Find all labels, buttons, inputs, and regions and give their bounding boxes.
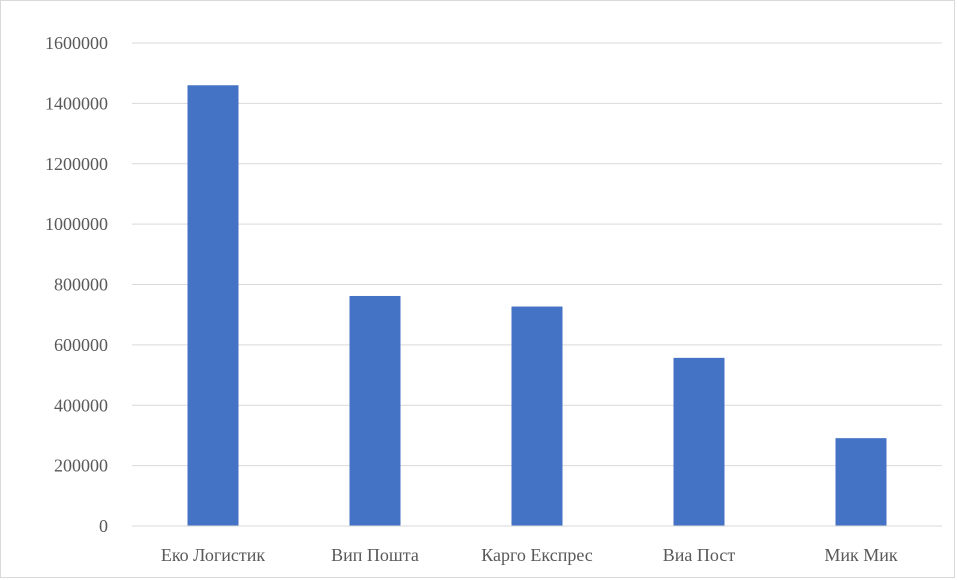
x-category-label: Виа Пост [663, 545, 736, 565]
x-category-label: Карго Експрес [481, 545, 593, 565]
y-tick-label: 400000 [54, 395, 108, 415]
y-tick-label: 1000000 [45, 214, 108, 234]
bars [187, 85, 887, 526]
y-tick-label: 800000 [54, 275, 108, 295]
x-category-label: Еко Логистик [161, 545, 266, 565]
x-category-label: Вип Пошта [331, 545, 419, 565]
bar [511, 306, 563, 526]
x-axis-category-labels: Еко Логистик Вип Пошта Карго Експрес Виа По… [161, 545, 898, 565]
bar [673, 357, 725, 526]
bar [187, 85, 239, 526]
gridlines [132, 42, 942, 467]
y-axis-tick-labels: 0 200000 400000 600000 800000 1000000 1200000 1… [45, 33, 108, 536]
bar [835, 438, 887, 526]
y-tick-label: 200000 [54, 456, 108, 476]
x-category-label: Мик Мик [824, 545, 898, 565]
bar [349, 295, 401, 526]
y-tick-label: 600000 [54, 335, 108, 355]
y-tick-label: 0 [99, 516, 108, 536]
y-tick-label: 1400000 [45, 93, 108, 113]
y-tick-label: 1600000 [45, 33, 108, 53]
y-tick-label: 1200000 [45, 154, 108, 174]
